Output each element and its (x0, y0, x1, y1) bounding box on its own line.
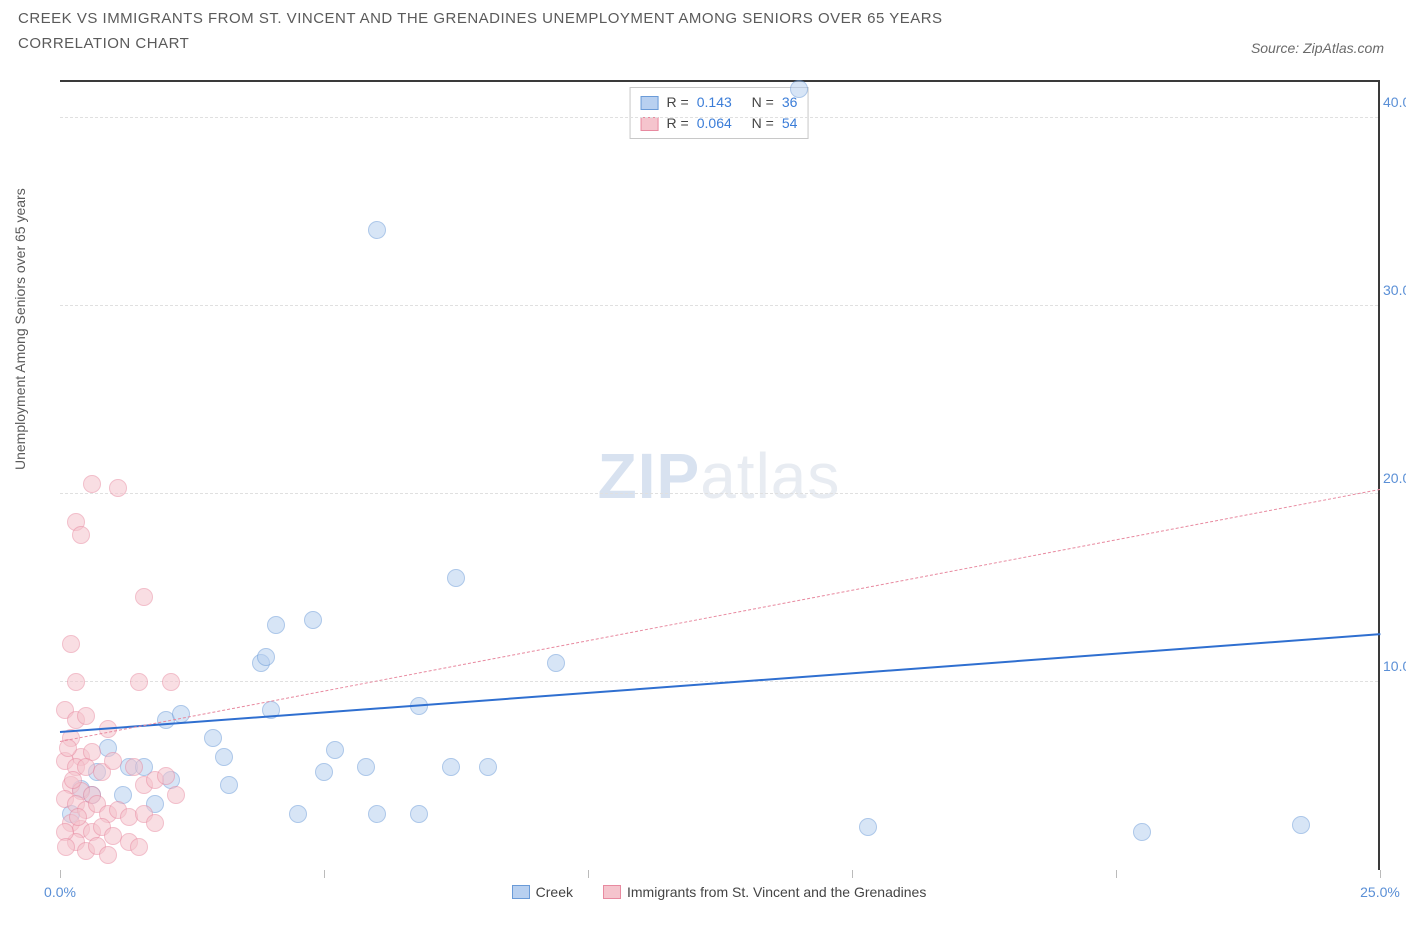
gridline-h (60, 305, 1378, 306)
scatter-point (304, 611, 322, 629)
x-tick (852, 870, 853, 878)
y-axis-label: Unemployment Among Seniors over 65 years (12, 188, 28, 470)
x-tick-label: 0.0% (44, 884, 76, 900)
scatter-point (162, 673, 180, 691)
legend-item-svg: Immigrants from St. Vincent and the Gren… (603, 884, 926, 900)
x-tick-label: 25.0% (1360, 884, 1400, 900)
swatch-svg (641, 117, 659, 131)
n-label: N = (752, 92, 774, 113)
scatter-point (315, 763, 333, 781)
scatter-point (1292, 816, 1310, 834)
scatter-point (172, 705, 190, 723)
scatter-point (125, 758, 143, 776)
scatter-point (72, 526, 90, 544)
scatter-point (326, 741, 344, 759)
chart-title-line2: CORRELATION CHART (18, 35, 1388, 52)
scatter-point (104, 752, 122, 770)
bottom-legend: Creek Immigrants from St. Vincent and th… (60, 884, 1378, 900)
watermark: ZIPatlas (598, 439, 841, 513)
x-tick (324, 870, 325, 878)
scatter-point (442, 758, 460, 776)
scatter-point (357, 758, 375, 776)
gridline-h (60, 493, 1378, 494)
scatter-point (215, 748, 233, 766)
scatter-point (204, 729, 222, 747)
legend-swatch-creek (512, 885, 530, 899)
scatter-point (167, 786, 185, 804)
scatter-point (157, 767, 175, 785)
scatter-point (547, 654, 565, 672)
scatter-point (57, 838, 75, 856)
scatter-point (447, 569, 465, 587)
stats-row-creek: R = 0.143 N = 36 (641, 92, 798, 113)
chart-title-block: CREEK VS IMMIGRANTS FROM ST. VINCENT AND… (0, 0, 1406, 52)
scatter-point (135, 588, 153, 606)
watermark-zip: ZIP (598, 440, 701, 512)
y-tick-label: 40.0% (1383, 94, 1406, 110)
source-attribution: Source: ZipAtlas.com (1251, 40, 1384, 56)
scatter-point (109, 479, 127, 497)
x-tick (1116, 870, 1117, 878)
scatter-point (99, 846, 117, 864)
scatter-point (69, 808, 87, 826)
y-tick-label: 10.0% (1383, 658, 1406, 674)
scatter-point (289, 805, 307, 823)
scatter-point (410, 805, 428, 823)
x-tick (60, 870, 61, 878)
r-label: R = (667, 92, 689, 113)
legend-item-creek: Creek (512, 884, 573, 900)
scatter-point (64, 771, 82, 789)
scatter-point (479, 758, 497, 776)
scatter-point (859, 818, 877, 836)
scatter-chart: ZIPatlas R = 0.143 N = 36 R = 0.064 N = … (60, 80, 1380, 870)
scatter-point (368, 221, 386, 239)
scatter-point (83, 475, 101, 493)
scatter-point (62, 635, 80, 653)
x-tick (1380, 870, 1381, 878)
scatter-point (220, 776, 238, 794)
legend-label-svg: Immigrants from St. Vincent and the Gren… (627, 884, 926, 900)
legend-label-creek: Creek (536, 884, 573, 900)
r-value-creek: 0.143 (697, 92, 732, 113)
x-tick (588, 870, 589, 878)
scatter-point (130, 673, 148, 691)
watermark-atlas: atlas (700, 440, 840, 512)
scatter-point (77, 707, 95, 725)
trend-line (60, 489, 1380, 742)
chart-title-line1: CREEK VS IMMIGRANTS FROM ST. VINCENT AND… (18, 10, 1388, 27)
scatter-point (790, 80, 808, 98)
scatter-point (146, 814, 164, 832)
scatter-point (368, 805, 386, 823)
correlation-stats-box: R = 0.143 N = 36 R = 0.064 N = 54 (630, 87, 809, 139)
y-tick-label: 30.0% (1383, 282, 1406, 298)
scatter-point (257, 648, 275, 666)
scatter-point (267, 616, 285, 634)
legend-swatch-svg (603, 885, 621, 899)
swatch-creek (641, 96, 659, 110)
y-tick-label: 20.0% (1383, 470, 1406, 486)
gridline-h (60, 117, 1378, 118)
scatter-point (130, 838, 148, 856)
scatter-point (1133, 823, 1151, 841)
trend-line (60, 633, 1380, 733)
scatter-point (67, 673, 85, 691)
